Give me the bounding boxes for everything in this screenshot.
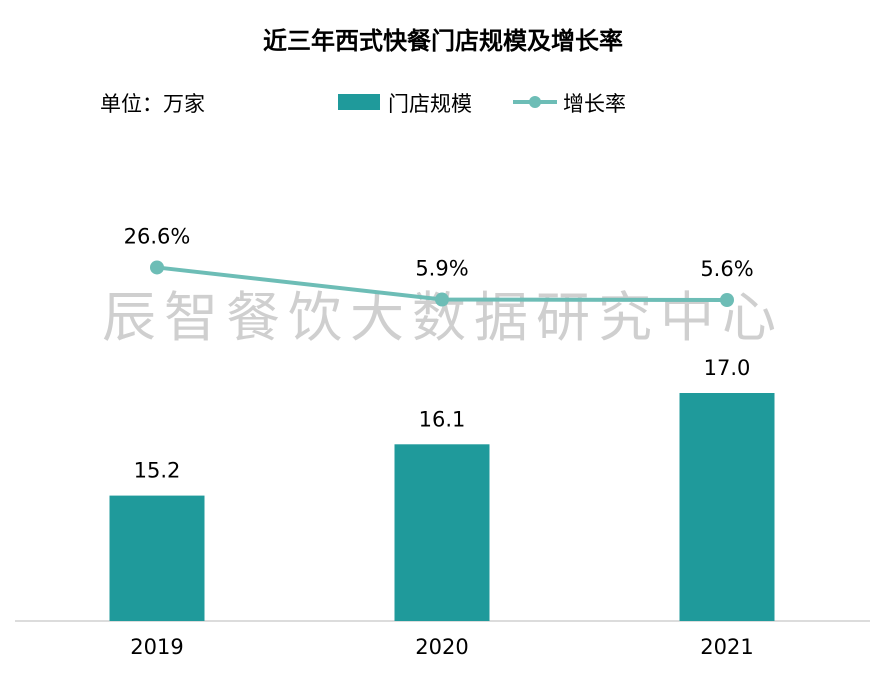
bar-2021 <box>679 393 775 621</box>
growth-label-2020: 5.9% <box>415 257 468 281</box>
bar-2019 <box>109 495 205 621</box>
x-tick-2019: 2019 <box>130 635 183 659</box>
bar-2020 <box>394 444 490 621</box>
legend-bar-swatch <box>338 94 380 110</box>
x-tick-2021: 2021 <box>700 635 753 659</box>
x-tick-2020: 2020 <box>415 635 468 659</box>
growth-label-2021: 5.6% <box>700 257 753 281</box>
growth-point-2020 <box>435 292 449 307</box>
growth-label-2019: 26.6% <box>124 224 191 248</box>
bar-label-2020: 16.1 <box>419 407 466 431</box>
growth-point-2019 <box>150 260 164 275</box>
legend-line-label: 增长率 <box>563 92 626 116</box>
bar-label-2019: 15.2 <box>134 459 181 483</box>
bar-label-2021: 17.0 <box>704 356 751 380</box>
chart-title: 近三年西式快餐门店规模及增长率 <box>263 27 623 55</box>
unit-label: 单位：万家 <box>100 92 205 116</box>
growth-point-2021 <box>720 293 734 307</box>
legend-line-marker <box>529 96 541 108</box>
legend-bar-label: 门店规模 <box>388 92 472 116</box>
